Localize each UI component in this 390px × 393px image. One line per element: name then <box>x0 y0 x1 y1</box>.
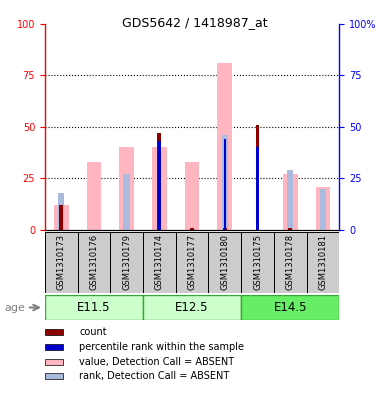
Text: E14.5: E14.5 <box>273 301 307 314</box>
Bar <box>87 162 101 230</box>
Bar <box>158 141 161 230</box>
Bar <box>58 193 64 230</box>
Text: GSM1310180: GSM1310180 <box>220 234 229 290</box>
Text: count: count <box>79 327 107 337</box>
Text: value, Detection Call = ABSENT: value, Detection Call = ABSENT <box>79 357 234 367</box>
Bar <box>176 232 208 293</box>
Text: E12.5: E12.5 <box>176 301 209 314</box>
Bar <box>274 232 307 293</box>
Bar <box>45 295 143 320</box>
Text: percentile rank within the sample: percentile rank within the sample <box>79 342 244 352</box>
Text: age: age <box>4 303 25 312</box>
Bar <box>256 147 259 230</box>
Bar <box>241 232 274 293</box>
Bar <box>185 162 199 230</box>
Text: GSM1310177: GSM1310177 <box>188 234 197 290</box>
Bar <box>223 228 227 230</box>
Bar <box>59 205 63 230</box>
Bar <box>152 147 167 230</box>
Text: GSM1310179: GSM1310179 <box>122 234 131 290</box>
Bar <box>307 232 339 293</box>
Bar <box>218 63 232 230</box>
Bar <box>223 139 226 230</box>
Bar <box>241 295 339 320</box>
Bar <box>45 359 64 365</box>
Text: E11.5: E11.5 <box>77 301 111 314</box>
Bar <box>158 133 161 230</box>
Bar <box>143 295 241 320</box>
Text: GDS5642 / 1418987_at: GDS5642 / 1418987_at <box>122 16 268 29</box>
Bar <box>119 147 134 230</box>
Bar <box>222 135 228 230</box>
Text: GSM1310173: GSM1310173 <box>57 234 66 290</box>
Text: GSM1310176: GSM1310176 <box>89 234 98 290</box>
Text: GSM1310181: GSM1310181 <box>319 234 328 290</box>
Bar <box>45 232 78 293</box>
Bar <box>143 232 176 293</box>
Text: rank, Detection Call = ABSENT: rank, Detection Call = ABSENT <box>79 371 229 381</box>
Text: GSM1310174: GSM1310174 <box>155 234 164 290</box>
Text: GSM1310178: GSM1310178 <box>286 234 295 290</box>
Bar <box>78 232 110 293</box>
Bar <box>45 373 64 379</box>
Text: GSM1310175: GSM1310175 <box>253 234 262 290</box>
Bar <box>320 189 326 230</box>
Bar <box>190 228 194 230</box>
Bar <box>110 232 143 293</box>
Bar <box>54 205 69 230</box>
Bar <box>45 329 64 335</box>
Bar <box>283 174 298 230</box>
Bar <box>287 170 294 230</box>
Bar <box>255 125 259 230</box>
Bar <box>45 344 64 350</box>
Bar <box>288 228 292 230</box>
Bar <box>316 187 330 230</box>
Bar <box>208 232 241 293</box>
Bar <box>123 174 130 230</box>
